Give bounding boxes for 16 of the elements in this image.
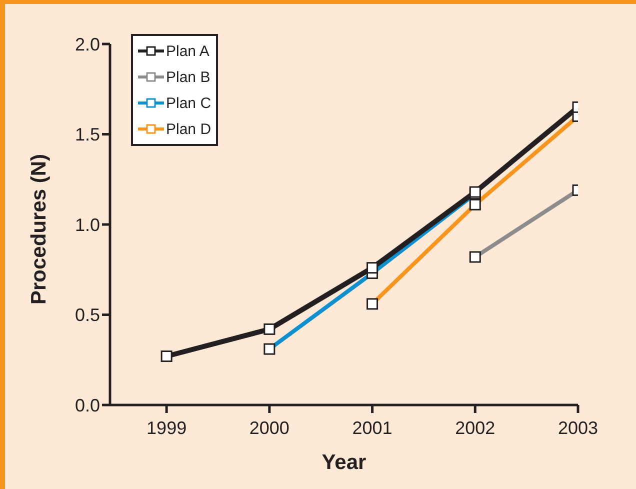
x-tick-label: 2003 — [558, 418, 598, 438]
legend-label: Plan D — [166, 120, 212, 138]
x-axis-title: Year — [322, 451, 366, 474]
y-tick-label: 1.0 — [74, 214, 100, 235]
y-axis-title: Procedures (N) — [27, 154, 50, 304]
x-tick-label: 2002 — [455, 418, 496, 438]
x-tick-label: 2001 — [352, 418, 392, 438]
legend-label: Plan A — [166, 42, 210, 60]
legend-label: Plan B — [166, 68, 210, 86]
y-tick-label: 0.5 — [74, 305, 100, 326]
y-tick-label: 1.5 — [74, 124, 100, 145]
y-tick-label: 2.0 — [74, 34, 100, 54]
x-tick-label: 1999 — [146, 418, 187, 438]
x-tick-label: 2000 — [249, 418, 290, 438]
y-tick-label: 0.0 — [74, 395, 100, 416]
legend-label: Plan C — [166, 94, 212, 112]
